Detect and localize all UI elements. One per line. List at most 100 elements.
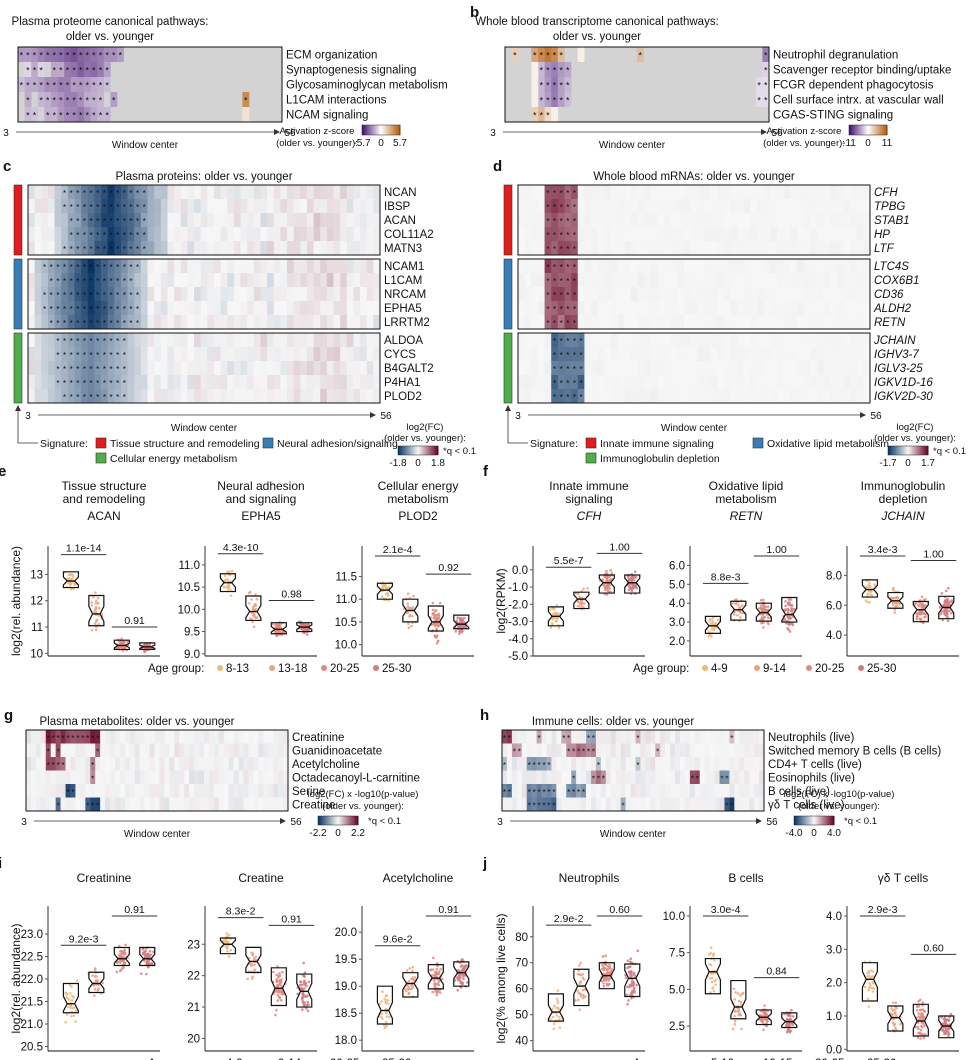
heatmap-cell [750, 273, 758, 287]
heatmap-cell [770, 199, 778, 213]
heatmap-cell [61, 241, 69, 255]
heatmap-cell [524, 333, 532, 347]
data-point [731, 1027, 735, 1031]
heatmap-cell [564, 62, 572, 77]
heatmap-cell [697, 287, 705, 301]
heatmap-cell [737, 199, 745, 213]
heatmap-cell [101, 227, 108, 241]
heatmap-cell [47, 301, 55, 315]
heatmap-cell [154, 361, 162, 375]
colorbar-segment [426, 446, 428, 455]
heatmap-cell [267, 287, 275, 301]
data-point [891, 1021, 895, 1024]
heatmap-cell [863, 241, 871, 255]
data-point [406, 611, 409, 615]
heatmap-cell [248, 743, 254, 757]
heatmap-cell [140, 361, 148, 375]
heatmap-cell [551, 347, 559, 361]
heatmap-cell [160, 199, 168, 213]
heatmap-cell [60, 730, 66, 744]
significance-star: * [566, 96, 570, 106]
significance-star: * [553, 263, 556, 272]
heatmap-cell [94, 301, 102, 315]
heatmap-cell [783, 199, 791, 213]
notched-box [938, 1015, 955, 1039]
heatmap-cell [174, 287, 182, 301]
heatmap-cell [114, 347, 122, 361]
significance-star: * [99, 111, 103, 121]
significance-star: * [103, 337, 106, 346]
heatmap-cell [179, 784, 185, 798]
data-point [408, 967, 412, 970]
heatmap-cell [293, 361, 301, 375]
heatmap-cell [233, 730, 239, 744]
heatmap-cell [54, 347, 62, 361]
heatmap-cell [537, 301, 545, 315]
data-point [581, 988, 585, 992]
heatmap-cell [777, 389, 784, 403]
heatmap-cell [544, 199, 552, 213]
data-point [739, 1014, 743, 1017]
heatmap-cell [114, 770, 121, 784]
heatmap-cell [74, 199, 82, 213]
heatmap-cell [273, 730, 279, 744]
heatmap-cell [790, 241, 798, 255]
heatmap-cell [248, 757, 254, 771]
heatmap-cell [544, 107, 552, 122]
heatmap-cell [320, 185, 328, 199]
heatmap-cell [300, 375, 308, 389]
significance-star: * [90, 305, 93, 314]
data-point [306, 1000, 310, 1004]
significance-star: * [103, 231, 106, 240]
row-label: Cell surface intrx. at vascular wall [773, 95, 944, 107]
subplot-e-2: Cellular energymetabolismPLOD210.010.511… [335, 479, 474, 657]
heatmap-cell [657, 199, 665, 213]
significance-star: * [123, 393, 126, 402]
data-point [579, 994, 583, 998]
heatmap-cell [200, 333, 208, 347]
significance-star: * [66, 66, 70, 76]
y-tick-label: 2.0 [826, 978, 842, 990]
significance-star: * [79, 111, 83, 121]
significance-star: * [90, 263, 93, 272]
heatmap-cell [60, 743, 66, 757]
significance-star: * [553, 337, 556, 346]
data-point [552, 1027, 556, 1031]
significance-star: * [105, 111, 109, 121]
heatmap-cell [320, 259, 328, 273]
significance-star: * [76, 351, 79, 360]
notched-box [781, 1012, 798, 1029]
heatmap-cell [777, 273, 784, 287]
colorbar-segment [883, 125, 885, 135]
heatmap-cell [114, 797, 121, 811]
heatmap-cell [247, 213, 255, 227]
colorbar-segment [369, 125, 372, 135]
heatmap-cell [70, 77, 78, 92]
heatmap-cell [557, 273, 565, 287]
heatmap-cell [684, 213, 691, 227]
heatmap-cell [87, 361, 95, 375]
heatmap-cell [134, 375, 142, 389]
significance-star: * [560, 245, 563, 254]
significance-star: * [96, 231, 99, 240]
heatmap-cell [830, 361, 838, 375]
gene-label: TPBG [874, 201, 905, 213]
heatmap-cell [149, 730, 155, 744]
colorbar-segment [913, 446, 916, 455]
heatmap-cell [610, 361, 618, 375]
heatmap-cell [366, 213, 374, 227]
heatmap-cell [850, 185, 858, 199]
heatmap-cell [373, 213, 381, 227]
heatmap-cell [690, 301, 698, 315]
heatmap-cell [346, 375, 354, 389]
heatmap-cell [863, 259, 871, 273]
data-point [439, 967, 443, 971]
y-tick-label: -2.0 [508, 599, 528, 611]
heatmap-cell [313, 389, 321, 403]
heatmap-cell [233, 770, 239, 784]
heatmap-cell [777, 241, 784, 255]
heatmap-cell [51, 92, 58, 107]
data-point [919, 1028, 923, 1032]
data-point [948, 1027, 951, 1030]
y-tick-label: -5.0 [508, 651, 528, 663]
